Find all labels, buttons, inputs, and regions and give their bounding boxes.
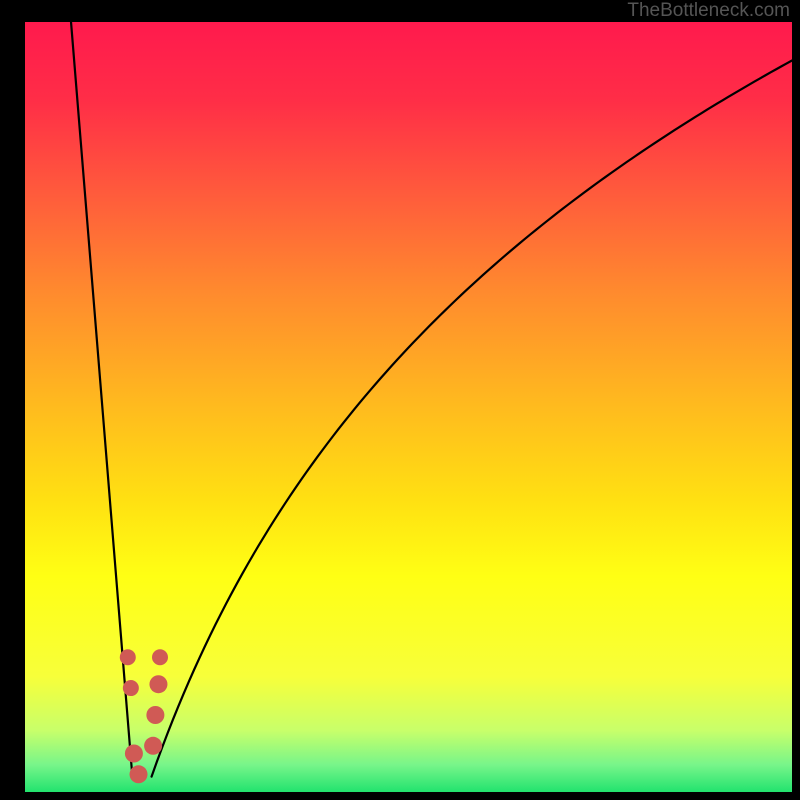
marker-point bbox=[149, 675, 167, 693]
marker-point bbox=[123, 680, 139, 696]
marker-point bbox=[125, 745, 143, 763]
marker-point bbox=[130, 765, 148, 783]
chart-frame: TheBottleneck.com bbox=[0, 0, 800, 800]
marker-point bbox=[152, 649, 168, 665]
marker-point bbox=[146, 706, 164, 724]
marker-point bbox=[144, 737, 162, 755]
chart-plot-area bbox=[0, 0, 800, 800]
watermark-text: TheBottleneck.com bbox=[627, 0, 790, 22]
marker-point bbox=[120, 649, 136, 665]
chart-gradient-bg bbox=[25, 22, 792, 792]
